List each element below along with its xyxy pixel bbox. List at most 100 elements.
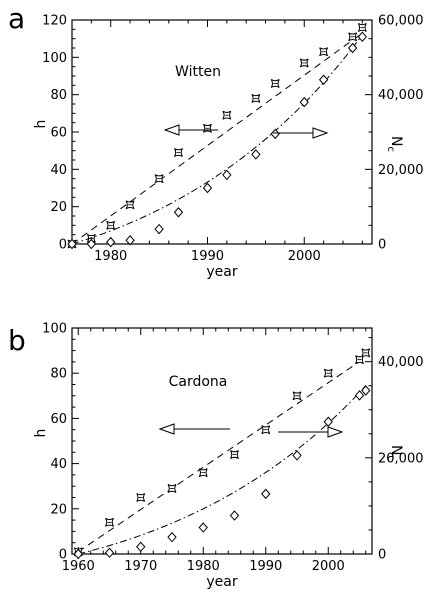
x-tick-label: 1970 — [124, 559, 157, 574]
arrow-head — [163, 124, 180, 136]
arrow-left-icon — [163, 124, 218, 136]
data-point-nc — [318, 74, 329, 85]
y-left-tick-label: 100 — [42, 322, 67, 337]
y-right-tick-label: 20,000 — [378, 163, 424, 178]
data-point-nc — [104, 547, 115, 559]
data-point-h — [355, 355, 364, 365]
x-tick-label: 1980 — [187, 559, 220, 574]
data-point-nc — [173, 207, 184, 218]
data-point-h — [251, 93, 261, 103]
y-left-tick-label: 0 — [59, 548, 67, 563]
data-point-h — [222, 110, 232, 120]
y-left-tick-label: 0 — [59, 238, 67, 253]
arrow-left-icon — [158, 423, 230, 435]
y-right-axis-label: Nc — [385, 136, 404, 152]
x-tick-label: 1980 — [94, 249, 127, 264]
data-point-h — [292, 391, 302, 401]
data-point-h — [198, 468, 208, 478]
data-point-nc — [299, 96, 309, 108]
fit-curve-nc — [71, 34, 363, 245]
x-tick-label: 1960 — [62, 559, 95, 574]
data-point-h — [203, 123, 212, 133]
y-left-tick-label: 100 — [42, 51, 67, 66]
panel-letter: b — [8, 324, 26, 357]
data-point-nc — [125, 235, 135, 246]
data-point-h — [230, 450, 239, 459]
data-point-h — [154, 174, 164, 184]
y-left-tick-label: 60 — [50, 412, 67, 427]
data-point-nc — [229, 510, 240, 521]
data-point-h — [125, 200, 135, 210]
data-point-h — [106, 220, 116, 230]
data-point-nc — [222, 169, 232, 181]
y-left-axis-label: h — [33, 429, 49, 438]
panel-annotation: Cardona — [169, 374, 228, 390]
y-right-axis-label-main: N — [388, 136, 404, 146]
fit-curve-h — [71, 32, 363, 245]
panel-letter: a — [8, 2, 25, 35]
data-point-nc — [292, 450, 302, 461]
y-right-axis-label-sub: c — [385, 455, 396, 461]
data-point-nc — [202, 182, 213, 194]
data-point-nc — [354, 390, 365, 401]
data-point-nc — [361, 385, 371, 396]
x-tick-label: 2000 — [312, 559, 345, 574]
y-left-axis-label: h — [33, 120, 49, 129]
y-left-tick-label: 20 — [50, 502, 67, 517]
y-right-axis-label-sub: c — [385, 146, 396, 152]
y-left-tick-label: 60 — [50, 126, 67, 141]
data-point-h — [270, 79, 280, 88]
panel-annotation: Witten — [175, 64, 221, 80]
arrow-head — [312, 127, 329, 139]
panel-b: 1960 1970 1980 1990 2000 0 20 40 60 80 100 0 20,000 4… — [8, 322, 424, 591]
data-point-nc — [154, 223, 164, 235]
plot-frame — [71, 327, 373, 555]
data-point-nc — [136, 541, 146, 553]
data-point-nc — [261, 488, 271, 500]
fit-curve-h — [77, 356, 367, 553]
x-tick-label: 1990 — [191, 249, 224, 264]
data-point-h — [323, 368, 333, 378]
x-axis-label: year — [206, 574, 237, 590]
y-left-tick-label: 40 — [50, 457, 67, 472]
data-point-h — [136, 493, 146, 502]
data-point-nc — [67, 238, 77, 250]
data-point-nc — [167, 531, 177, 543]
data-point-h — [319, 47, 329, 57]
y-left-tick-label: 120 — [42, 14, 67, 29]
data-point-h — [105, 517, 114, 527]
y-right-tick-label: 0 — [378, 238, 386, 253]
arrow-head — [327, 426, 344, 438]
data-point-h — [357, 23, 367, 32]
data-point-nc — [251, 149, 261, 160]
y-left-tick-label: 80 — [50, 88, 67, 103]
data-point-h — [261, 425, 271, 435]
y-right-tick-label: 40,000 — [378, 355, 424, 370]
panel-a: 1980 1990 2000 0 20 40 60 80 100 120 0 20,000 40,000… — [8, 2, 424, 280]
data-point-nc — [347, 42, 358, 54]
y-left-tick-label: 80 — [50, 367, 67, 382]
data-point-h — [174, 148, 183, 157]
data-point-nc — [357, 31, 367, 43]
x-tick-label: 1990 — [249, 559, 282, 574]
y-left-tick-label: 20 — [50, 200, 67, 215]
data-point-h — [348, 32, 358, 42]
data-point-h — [167, 484, 177, 493]
y-right-tick-label: 40,000 — [378, 88, 424, 103]
x-tick-label: 2000 — [288, 249, 321, 264]
y-left-tick-label: 40 — [50, 163, 67, 178]
data-point-nc — [198, 522, 208, 533]
y-right-axis-label: Nc — [385, 445, 404, 461]
data-point-nc — [86, 238, 97, 250]
y-right-tick-label: 60,000 — [378, 14, 424, 29]
y-right-tick-label: 20,000 — [378, 451, 424, 466]
arrow-right-icon — [273, 127, 329, 139]
y-right-tick-label: 0 — [378, 548, 386, 563]
data-point-h — [361, 348, 371, 358]
data-point-h — [299, 58, 309, 68]
data-point-nc — [73, 548, 83, 560]
arrow-right-icon — [278, 426, 344, 438]
fit-curve-nc — [78, 385, 367, 555]
x-axis-label: year — [206, 264, 237, 280]
